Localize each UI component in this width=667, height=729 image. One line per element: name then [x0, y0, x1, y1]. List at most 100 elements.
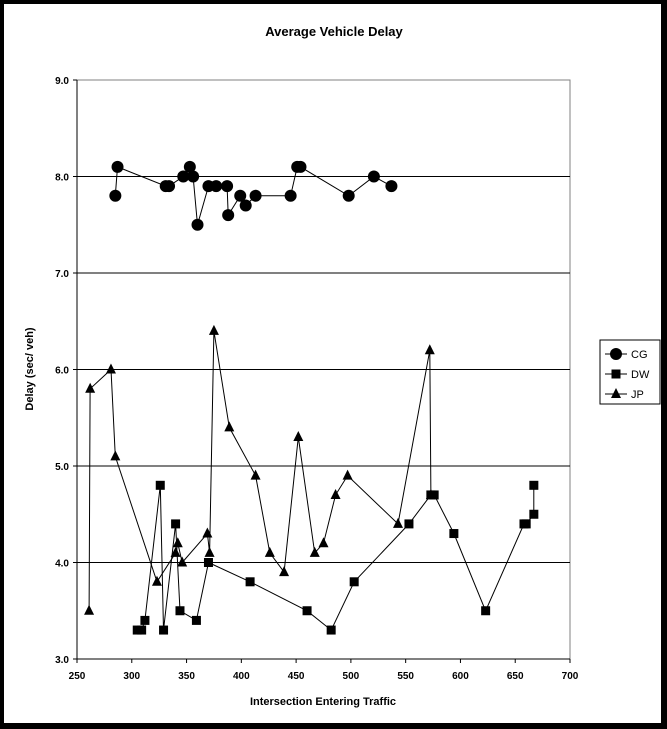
data-point-jp [85, 382, 96, 393]
legend-marker-cg [610, 348, 622, 360]
data-point-cg [111, 160, 124, 173]
legend-box [599, 339, 661, 405]
data-point-jp [250, 469, 261, 480]
data-point-dw [529, 509, 539, 519]
data-point-jp [425, 488, 436, 499]
data-point-jp [330, 488, 341, 499]
data-point-jp [105, 363, 116, 374]
data-point-cg [249, 189, 262, 202]
data-point-dw [137, 625, 147, 635]
data-point-dw [245, 577, 255, 587]
legend-marker-jp [611, 388, 621, 398]
data-point-jp [84, 604, 95, 615]
data-point-jp [204, 546, 215, 557]
data-point-jp [279, 566, 290, 577]
data-point-cg [367, 170, 380, 183]
data-point-cg [234, 189, 247, 202]
data-point-dw [140, 615, 150, 625]
data-point-dw [349, 577, 359, 587]
x-tick-label: 450 [288, 671, 305, 682]
data-point-dw [521, 519, 531, 529]
data-point-dw [404, 519, 414, 529]
y-tick-label: 8.0 [55, 173, 69, 184]
x-tick-label: 300 [123, 671, 140, 682]
data-point-cg [342, 189, 355, 202]
data-point-cg [177, 170, 190, 183]
data-point-dw [302, 606, 312, 616]
legend-item-cg: CG [605, 348, 648, 361]
y-tick-label: 4.0 [55, 559, 69, 570]
axis-ticks: 3.0 4.0 5.0 6.0 7.0 8.0 9.0 250 300 350 400 450 500 5… [55, 76, 579, 682]
data-point-cg [191, 218, 204, 231]
data-point-cg [222, 209, 235, 222]
x-tick-label: 400 [233, 671, 250, 682]
data-point-dw [481, 606, 491, 616]
x-tick-label: 650 [507, 671, 524, 682]
data-point-dw [326, 625, 336, 635]
data-point-jp [172, 537, 183, 548]
delay-chart: Average Vehicle Delay 3.0 4.0 5.0 6.0 7.0 8.0… [24, 24, 661, 708]
x-tick-label: 600 [452, 671, 469, 682]
data-point-cg [284, 189, 297, 202]
y-axis-label: Delay (sec/ veh) [24, 327, 36, 410]
y-tick-label: 6.0 [55, 366, 69, 377]
legend: CG DW JP [599, 339, 661, 405]
data-point-dw [171, 519, 181, 529]
data-point-cg [187, 170, 200, 183]
data-point-jp [202, 527, 213, 538]
data-point-cg [183, 160, 196, 173]
gridlines [77, 176, 570, 563]
data-point-dw [191, 615, 201, 625]
series-dw [132, 480, 539, 635]
chart-title: Average Vehicle Delay [265, 24, 403, 39]
data-point-dw [429, 490, 439, 500]
series-jp [84, 324, 436, 615]
legend-item-dw: DW [605, 369, 650, 381]
x-tick-label: 700 [562, 671, 579, 682]
data-point-cg [210, 180, 223, 193]
y-tick-label: 3.0 [55, 655, 69, 666]
x-tick-label: 350 [178, 671, 195, 682]
data-point-jp [110, 450, 121, 461]
y-tick-label: 5.0 [55, 462, 69, 473]
data-point-jp [151, 575, 162, 586]
data-point-jp [424, 344, 435, 355]
legend-label-jp: JP [631, 389, 644, 401]
x-tick-label: 500 [343, 671, 360, 682]
data-point-dw [203, 558, 213, 567]
legend-item-jp: JP [605, 388, 644, 401]
legend-label-cg: CG [631, 349, 648, 361]
data-point-dw [159, 625, 169, 635]
data-point-jp [170, 546, 181, 557]
legend-marker-dw [611, 369, 621, 379]
data-point-jp [342, 469, 353, 480]
series-layer [84, 160, 539, 635]
series-cg [109, 160, 398, 231]
x-axis-label: Intersection Entering Traffic [250, 696, 396, 708]
x-tick-label: 550 [397, 671, 414, 682]
data-point-jp [224, 421, 235, 432]
y-tick-label: 9.0 [55, 76, 69, 87]
y-tick-label: 7.0 [55, 269, 69, 280]
data-point-jp [264, 546, 275, 557]
data-point-cg [239, 199, 252, 212]
data-point-cg [163, 180, 176, 193]
data-point-jp [208, 324, 219, 335]
data-point-jp [177, 556, 188, 567]
chart-frame: Average Vehicle Delay 3.0 4.0 5.0 6.0 7.0 8.0… [3, 3, 662, 724]
data-point-cg [385, 180, 398, 193]
data-point-dw [449, 529, 459, 539]
data-point-dw [529, 480, 539, 490]
data-point-jp [318, 537, 329, 548]
legend-label-dw: DW [631, 369, 650, 381]
data-point-cg [221, 180, 234, 193]
data-point-jp [392, 517, 403, 528]
x-tick-label: 250 [69, 671, 86, 682]
data-point-cg [294, 160, 307, 173]
data-point-dw [155, 480, 165, 490]
data-point-cg [109, 189, 122, 202]
data-point-jp [293, 431, 304, 442]
data-point-dw [175, 606, 185, 616]
data-point-jp [309, 546, 320, 557]
series-line-dw [137, 485, 535, 631]
